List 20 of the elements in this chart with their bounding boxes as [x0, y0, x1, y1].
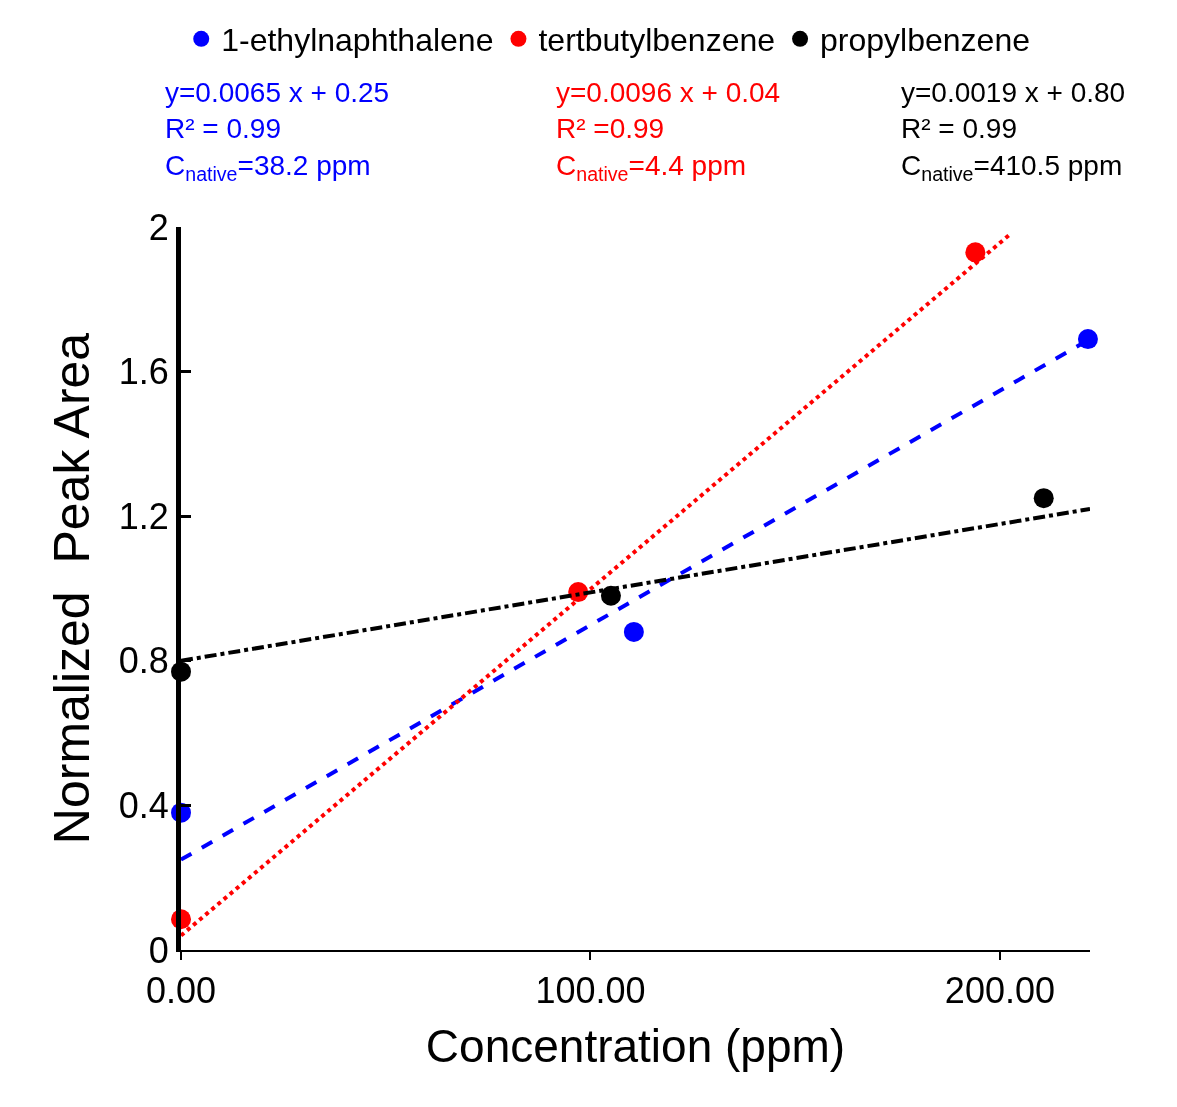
x-tick-label: 0.00: [145, 970, 217, 1012]
x-tick-label: 100.00: [535, 970, 646, 1012]
y-tick-label: 1.6: [118, 351, 169, 393]
point: [623, 621, 644, 642]
point: [965, 242, 986, 263]
legend-label: propylbenzene: [820, 22, 1030, 59]
y-tick-label: 0.8: [118, 640, 169, 682]
text: y=0.0019 x + 0.80 R² = 0.99 C$_{native}$=410.5 ppm: [901, 77, 1126, 185]
legend-label: tertbutylbenzene: [538, 22, 776, 59]
y-tick-label: 0: [148, 929, 169, 971]
text: y=0.0096 x + 0.04 R² =0.99 C$_{native}$=4.4 ppm: [556, 77, 781, 185]
y-tick-label: 0.4: [118, 785, 169, 826]
y-axis-title: Normalized Peak Area: [43, 332, 100, 845]
y-tick-label: 1.2: [118, 495, 169, 537]
legend-label: 1-ethylnaphthalene: [221, 22, 494, 59]
text: y=0.0065 x + 0.25 R² = 0.99 C$_{native}$=38.2 ppm: [165, 77, 390, 185]
point: [1033, 488, 1054, 509]
y-tick-label: 2: [148, 206, 169, 248]
x-axis-title: Concentration (ppm): [425, 1020, 846, 1073]
x-tick-label: 200.00: [944, 970, 1055, 1012]
